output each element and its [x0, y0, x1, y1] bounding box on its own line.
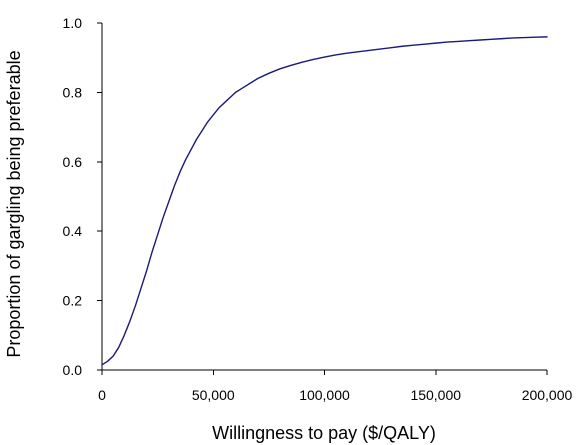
x-tick-label: 150,000	[410, 387, 461, 403]
y-tick-label: 0.0	[63, 362, 83, 378]
x-tick-label: 100,000	[299, 387, 350, 403]
y-tick-label: 0.4	[63, 223, 83, 239]
y-tick-label: 1.0	[63, 15, 83, 31]
x-tick-label: 50,000	[192, 387, 235, 403]
y-axis-title: Proportion of gargling being preferable	[4, 50, 24, 357]
y-tick-label: 0.2	[63, 293, 83, 309]
plot-area: 0.0 0.2 0.4 0.6 0.8 1.0 0 50,000 100,000 150,000 2…	[63, 15, 573, 403]
y-tick-label: 0.8	[63, 84, 83, 100]
x-tick-label: 200,000	[522, 387, 573, 403]
x-axis-title: Willingness to pay ($/QALY)	[212, 423, 436, 443]
y-tick-label: 0.6	[63, 154, 83, 170]
acceptability-curve	[101, 36, 548, 366]
x-tick-label: 0	[98, 387, 106, 403]
